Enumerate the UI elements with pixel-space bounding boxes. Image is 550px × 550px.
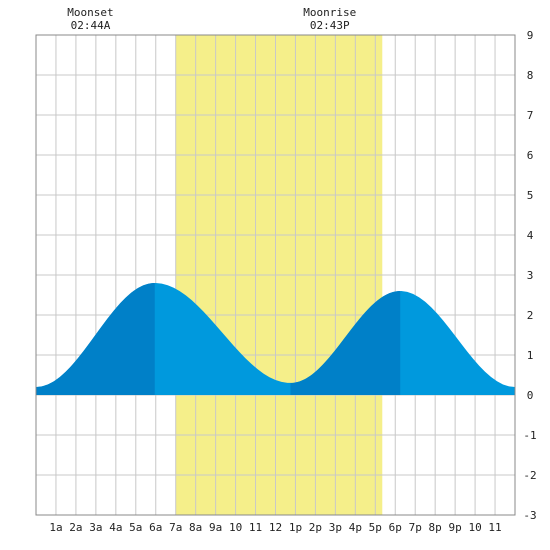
x-tick-label: 7a: [169, 521, 182, 534]
y-tick-label: 0: [527, 389, 534, 402]
y-tick-label: -1: [523, 429, 536, 442]
y-tick-label: -2: [523, 469, 536, 482]
x-tick-label: 4a: [109, 521, 122, 534]
x-tick-label: 8a: [189, 521, 202, 534]
y-tick-label: -3: [523, 509, 536, 522]
y-tick-label: 4: [527, 229, 534, 242]
moon-event-label: Moonrise: [303, 6, 356, 19]
tide-area-rising: [290, 291, 401, 395]
tide-area-rising: [36, 283, 155, 395]
x-tick-label: 5a: [129, 521, 142, 534]
y-tick-label: 5: [527, 189, 534, 202]
y-tick-label: 1: [527, 349, 534, 362]
x-tick-label: 1a: [49, 521, 62, 534]
x-tick-label: 10: [468, 521, 481, 534]
x-tick-label: 11: [249, 521, 262, 534]
moon-event-time: 02:43P: [310, 19, 350, 32]
x-tick-label: 8p: [429, 521, 442, 534]
x-tick-label: 2p: [309, 521, 322, 534]
x-tick-label: 9p: [449, 521, 462, 534]
plot-frame: [35, 34, 516, 516]
y-tick-label: 2: [527, 309, 534, 322]
x-tick-label: 10: [229, 521, 242, 534]
x-tick-label: 2a: [69, 521, 82, 534]
moon-event-time: 02:44A: [71, 19, 111, 32]
x-tick-label: 1p: [289, 521, 302, 534]
x-tick-label: 12: [269, 521, 282, 534]
x-tick-label: 9a: [209, 521, 222, 534]
x-tick-label: 3a: [89, 521, 102, 534]
y-tick-label: 6: [527, 149, 534, 162]
y-tick-label: 7: [527, 109, 534, 122]
x-tick-label: 6a: [149, 521, 162, 534]
y-tick-label: 8: [527, 69, 534, 82]
x-tick-label: 7p: [409, 521, 422, 534]
x-tick-label: 5p: [369, 521, 382, 534]
x-tick-label: 4p: [349, 521, 362, 534]
x-tick-label: 11: [488, 521, 501, 534]
y-tick-label: 3: [527, 269, 534, 282]
x-tick-label: 6p: [389, 521, 402, 534]
y-tick-label: 9: [527, 29, 534, 42]
x-tick-label: 3p: [329, 521, 342, 534]
moon-event-label: Moonset: [67, 6, 113, 19]
